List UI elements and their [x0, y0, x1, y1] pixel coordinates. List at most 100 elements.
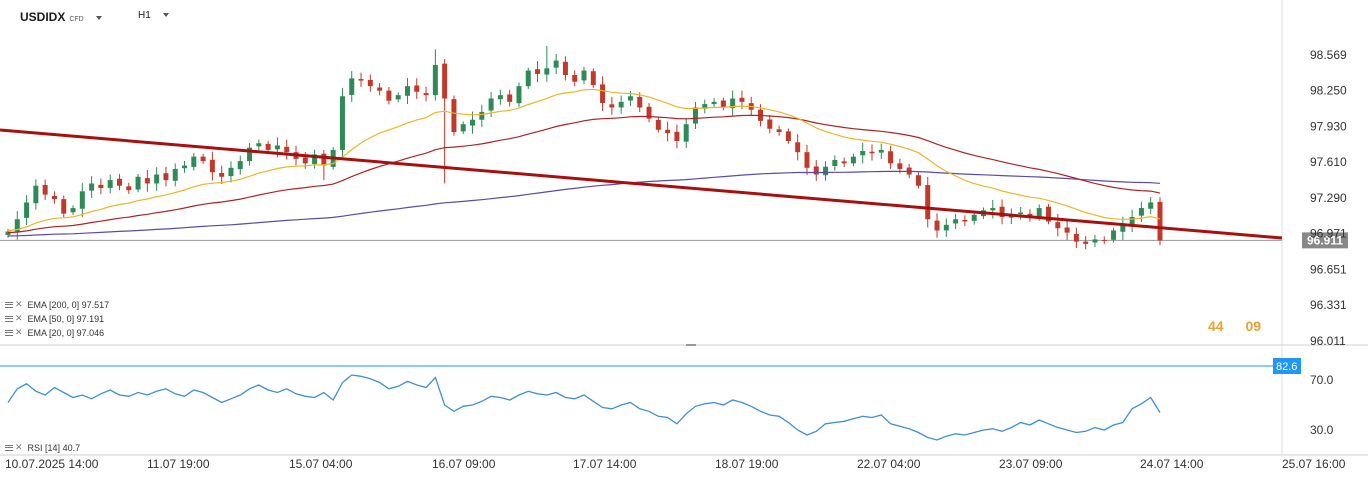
candle-body — [776, 129, 782, 133]
indicator-ema50[interactable]: ✕ EMA [50, 0] 97.191 — [5, 313, 104, 324]
candle — [191, 152, 197, 171]
chevron-down-icon[interactable] — [95, 15, 102, 20]
candle-body — [1046, 206, 1052, 222]
close-icon[interactable]: ✕ — [15, 313, 23, 323]
candle — [256, 139, 262, 151]
candle-body — [423, 93, 429, 96]
candle-body — [442, 63, 448, 99]
candle-body — [107, 180, 113, 188]
candle-body — [609, 104, 615, 108]
candle-body — [943, 224, 949, 231]
candle-body — [497, 95, 503, 100]
candle — [785, 128, 791, 144]
x-tick-label: 24.07 14:00 — [1140, 457, 1204, 471]
candle — [228, 161, 234, 183]
candle-body — [990, 208, 996, 211]
rsi-badge-bg — [1273, 358, 1301, 374]
candle — [135, 173, 141, 193]
candle-body — [395, 95, 401, 100]
candle-body — [1036, 208, 1042, 218]
candle — [1120, 216, 1126, 240]
candle-body — [42, 185, 48, 195]
candle-body — [692, 107, 698, 124]
watermark-fragment2: 09 — [1245, 318, 1262, 334]
candle — [1129, 209, 1135, 233]
candle-body — [925, 185, 931, 220]
candle-body — [1055, 222, 1061, 229]
x-tick-label: 23.07 09:00 — [999, 457, 1063, 471]
candle — [14, 211, 20, 240]
y-tick-label: 98.250 — [1310, 84, 1347, 98]
candle — [219, 165, 225, 185]
symbol-selector[interactable]: USDIDX CFD — [20, 10, 102, 24]
candle — [395, 92, 401, 103]
candle-body — [590, 71, 596, 86]
menu-icon[interactable] — [5, 444, 13, 451]
indicator-ema200-label: EMA [200, 0] 97.517 — [27, 299, 110, 310]
close-icon[interactable]: ✕ — [15, 299, 23, 309]
candle — [247, 143, 253, 166]
candle-body — [154, 174, 160, 184]
candle — [89, 176, 95, 198]
candle-body — [971, 214, 977, 221]
chevron-down-icon[interactable] — [162, 13, 169, 18]
ema20-line — [7, 88, 1161, 232]
candle — [1018, 207, 1024, 220]
menu-icon[interactable] — [5, 329, 13, 336]
candle-body — [182, 165, 188, 169]
rsi-tick-label: 30.0 — [1310, 423, 1334, 437]
close-icon[interactable]: ✕ — [15, 327, 23, 337]
menu-icon[interactable] — [5, 315, 13, 322]
candle-body — [581, 70, 587, 81]
candle — [581, 66, 587, 85]
indicator-rsi[interactable]: ✕ RSI [14] 40.7 — [5, 442, 80, 453]
candle-body — [135, 176, 141, 190]
candle — [990, 199, 996, 219]
candle-body — [618, 101, 624, 108]
candle — [237, 155, 243, 175]
candle — [850, 153, 856, 167]
candle — [349, 71, 355, 103]
menu-icon[interactable] — [5, 301, 13, 308]
candle — [600, 76, 606, 112]
candle-body — [33, 185, 39, 204]
candle-body — [1064, 227, 1070, 233]
candle — [423, 86, 429, 102]
candle-body — [488, 98, 494, 111]
current-price-badge: 96.911 — [1302, 232, 1348, 249]
timeframe-selector[interactable]: H1 — [138, 10, 169, 21]
indicator-ema200[interactable]: ✕ EMA [200, 0] 97.517 — [5, 299, 109, 310]
candle — [823, 161, 829, 181]
indicator-ema20[interactable]: ✕ EMA [20, 0] 97.046 — [5, 327, 104, 338]
x-tick-label: 11.07 19:00 — [147, 457, 210, 471]
candle-body — [1138, 208, 1144, 216]
candle — [702, 99, 708, 114]
candle — [265, 141, 271, 153]
candle — [720, 97, 726, 111]
symbol-name: USDIDX — [20, 10, 66, 24]
candle-body — [739, 97, 745, 102]
candle-body — [172, 168, 178, 181]
candle — [943, 218, 949, 237]
candle — [832, 155, 838, 171]
ema200-line — [7, 170, 1161, 237]
candle-body — [516, 86, 522, 104]
candle-body — [878, 149, 884, 153]
candle-body — [228, 167, 234, 177]
candle — [24, 195, 30, 226]
candle-body — [562, 61, 568, 76]
close-icon[interactable]: ✕ — [15, 442, 23, 452]
x-tick-label: 16.07 09:00 — [432, 457, 496, 471]
candle-body — [600, 84, 606, 103]
candle-body — [200, 156, 206, 162]
candle-body — [321, 153, 327, 166]
candle — [516, 82, 522, 107]
candle — [507, 89, 513, 107]
candle-body — [386, 90, 392, 101]
candle-body — [823, 166, 829, 176]
candle-body — [460, 124, 466, 132]
candle-body — [256, 143, 262, 147]
candle-body — [832, 159, 838, 167]
candle — [377, 82, 383, 96]
